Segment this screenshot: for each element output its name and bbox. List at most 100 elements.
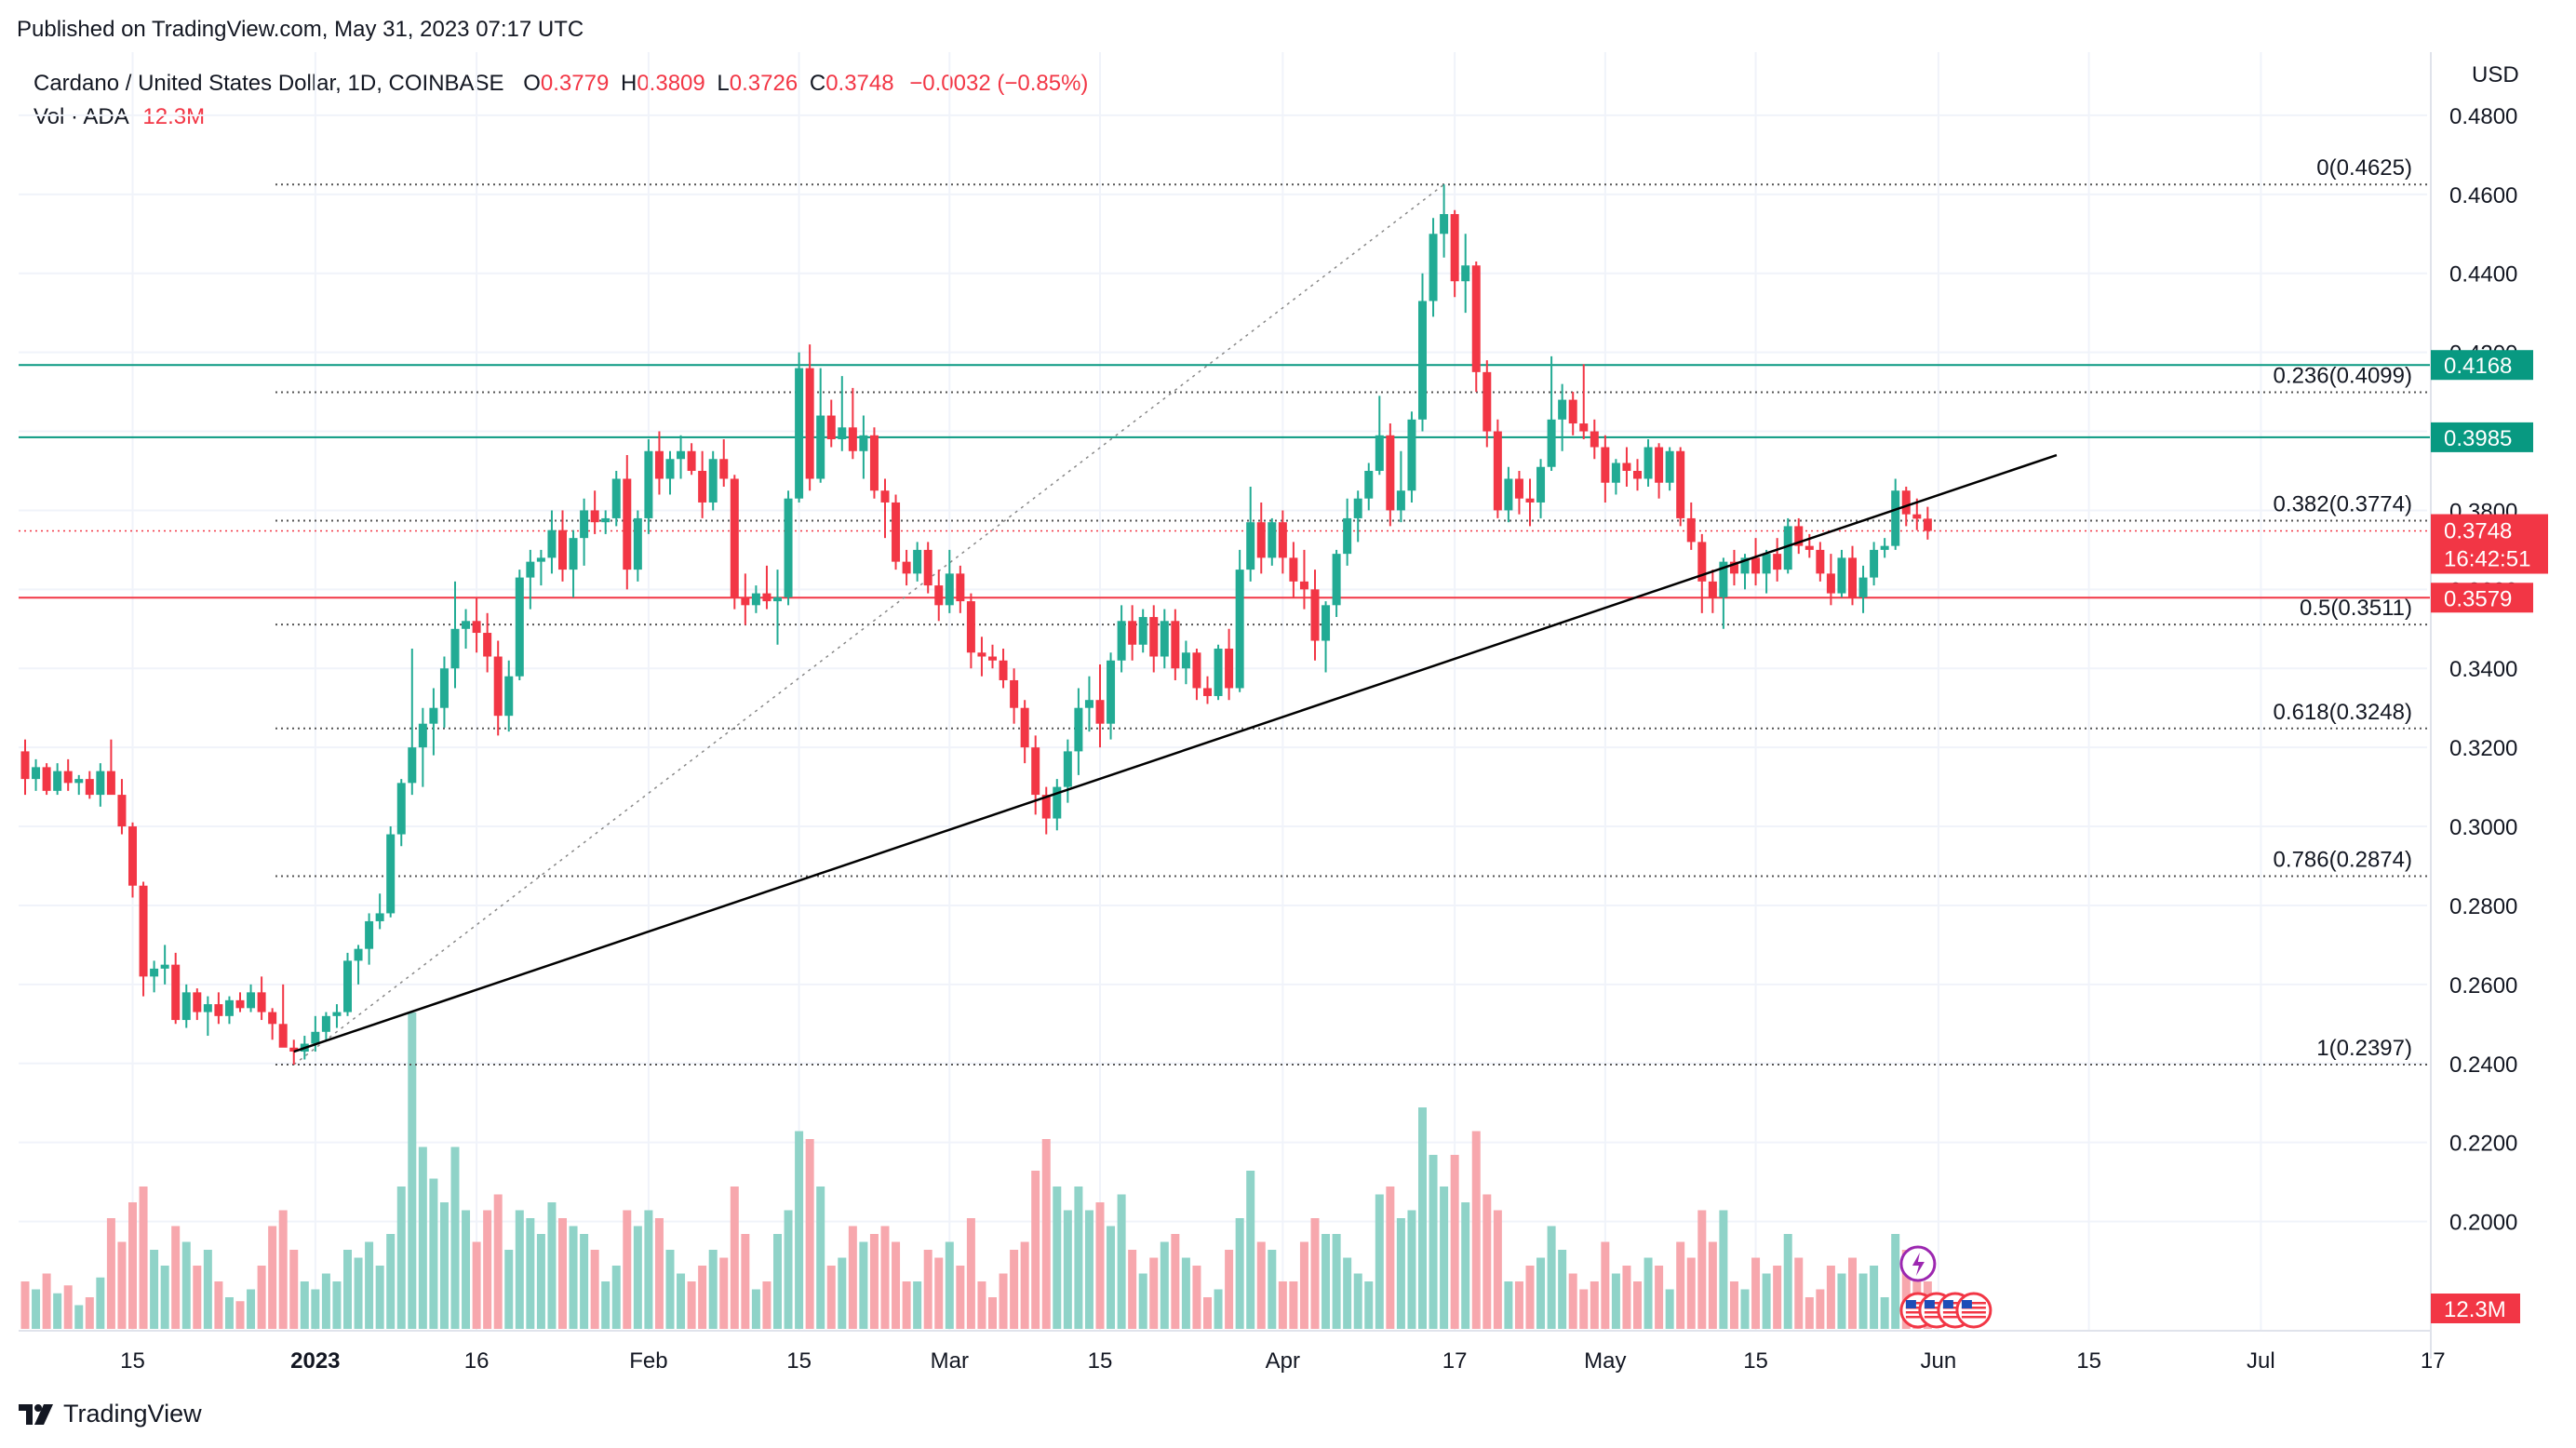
candle-body (773, 597, 782, 602)
volume-bar (1160, 1241, 1169, 1329)
volume-bar (1676, 1241, 1685, 1329)
candle-body (1375, 435, 1384, 471)
us-flag-stripe (1924, 1311, 1949, 1314)
candle-body (278, 1024, 288, 1048)
candle-body (96, 771, 105, 796)
volume-bar (311, 1289, 320, 1329)
candle-body (1665, 450, 1674, 483)
candle (321, 1012, 330, 1040)
volume-bar (1504, 1281, 1513, 1329)
volume-bar (321, 1273, 330, 1329)
price-axis: USD0.48000.46000.44000.42000.40000.38000… (2430, 0, 2576, 1359)
volume-bar (408, 1012, 417, 1329)
candle-body (1644, 447, 1653, 479)
candle (332, 1004, 342, 1028)
candle-body (160, 964, 169, 969)
volume-bar (332, 1281, 342, 1329)
candle-body (1568, 399, 1577, 424)
tradingview-logo-icon (19, 1403, 53, 1425)
volume-bar (85, 1297, 94, 1329)
candle (53, 763, 62, 796)
candle-body (74, 779, 84, 784)
candle (117, 779, 127, 835)
candle-body (1870, 549, 1879, 578)
candle-body (644, 450, 653, 518)
candle (869, 427, 879, 499)
candle-body (1138, 617, 1147, 645)
us-flag-stripe (1942, 1311, 1967, 1314)
candle (677, 435, 686, 479)
candle-body (677, 450, 686, 460)
time-axis-tick: 15 (786, 1348, 812, 1374)
candle (1278, 510, 1287, 574)
open-value: 0.3779 (540, 71, 610, 96)
volume-bar (1353, 1273, 1362, 1329)
us-flag-canton (1942, 1300, 1953, 1308)
volume-bar (1203, 1297, 1212, 1329)
volume-bar (1773, 1266, 1782, 1329)
candle-body (1407, 419, 1416, 491)
volume-bar (601, 1281, 610, 1329)
candle (1493, 419, 1502, 518)
candle-body (504, 676, 514, 717)
volume-bar (1138, 1273, 1147, 1329)
last-price-tag: 0.3748 (2444, 519, 2512, 544)
price-tag-support: 0.3579 (2444, 586, 2512, 611)
candle (762, 565, 771, 610)
candle (1923, 506, 1932, 540)
candle (1041, 786, 1051, 835)
candle (42, 763, 51, 796)
volume-bar (654, 1218, 664, 1329)
candle (20, 739, 30, 796)
candle-body (1816, 549, 1825, 574)
candle-body (32, 767, 41, 780)
symbol-label[interactable]: Cardano / United States Dollar, 1D, COIN… (34, 71, 504, 96)
candle-body (784, 498, 793, 597)
candle-series (20, 184, 1932, 1066)
time-axis: 15 2023 16 Feb 15 Mar 15 Apr 17 May 15 Jun 15 Jul 17 (19, 1330, 2446, 1374)
volume-label[interactable]: Vol · ADA (34, 104, 129, 129)
volume-bar (1536, 1257, 1546, 1329)
candle-body (698, 470, 707, 503)
volume-bar (1128, 1250, 1137, 1329)
price-axis-tick: 0.2800 (2449, 894, 2517, 919)
volume-bar (1268, 1250, 1277, 1329)
candle-body (869, 435, 879, 491)
candle-body (257, 992, 266, 1012)
price-axis-bg (2431, 0, 2576, 1359)
candle (1697, 533, 1707, 613)
candle-body (654, 450, 664, 479)
candle-body (1686, 517, 1696, 543)
candle (569, 530, 578, 597)
volume-bar (1783, 1234, 1792, 1329)
candle (1558, 383, 1567, 451)
lightning-icon (1899, 1245, 1937, 1282)
volume-bar (611, 1266, 621, 1329)
candle (74, 774, 84, 796)
volume-bar (1020, 1241, 1029, 1329)
candle (698, 450, 707, 518)
volume-bar (257, 1266, 266, 1329)
volume-bar (902, 1281, 911, 1329)
volume-bar (117, 1241, 127, 1329)
candle-body (601, 517, 610, 523)
volume-bar (719, 1257, 729, 1329)
candle (1149, 605, 1159, 673)
candle (1536, 459, 1546, 518)
candle (1858, 565, 1868, 613)
volume-bar (504, 1250, 514, 1329)
us-flag-stripe (1905, 1307, 1930, 1309)
us-flag-ring (1955, 1292, 1992, 1329)
candle-body (1343, 517, 1352, 555)
price-tag-resistance: 0.4168 (2444, 354, 2512, 379)
candle-body (439, 668, 449, 708)
volume-bar (354, 1257, 363, 1329)
candle (945, 549, 954, 613)
candle-body (1364, 470, 1374, 499)
candle (32, 758, 41, 791)
tradingview-brand[interactable]: TradingView (19, 1400, 202, 1428)
candle-body (719, 459, 729, 479)
price-axis-tick: 0.2400 (2449, 1052, 2517, 1078)
fib-level-label: 0.5(0.3511) (2300, 596, 2412, 621)
